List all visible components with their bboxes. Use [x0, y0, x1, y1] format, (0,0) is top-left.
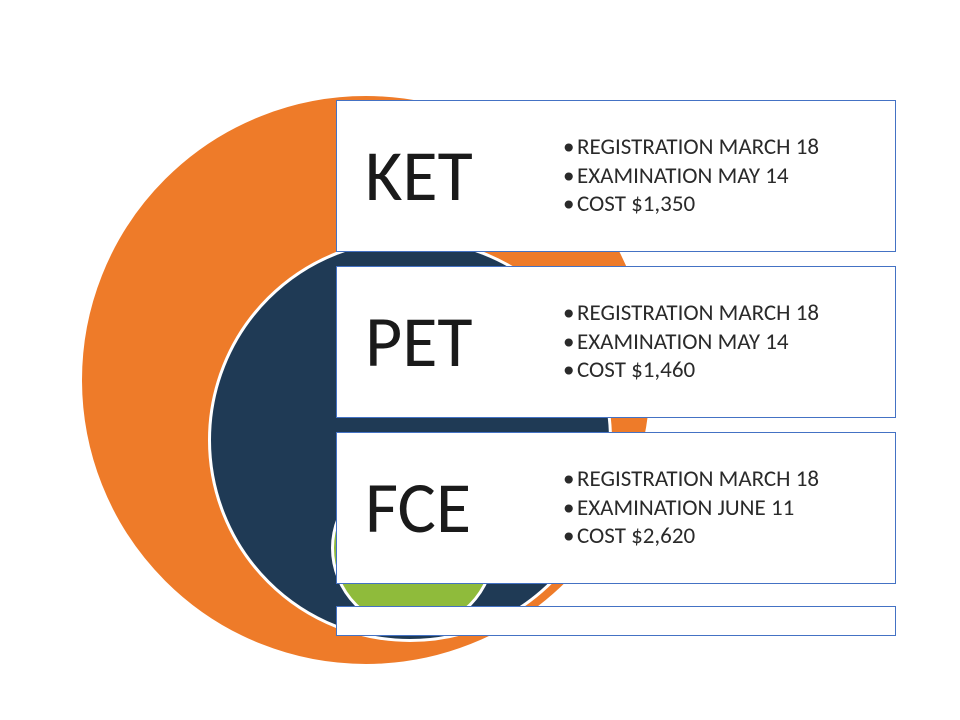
info-row-fce: FCE•REGISTRATION MARCH 18•EXAMINATION JU… [336, 432, 896, 584]
detail-item: •COST $2,620 [563, 522, 885, 551]
bullet-icon: • [563, 522, 577, 551]
detail-item: •REGISTRATION MARCH 18 [563, 465, 885, 494]
detail-text: COST $1,460 [577, 356, 885, 385]
bullet-icon: • [563, 133, 577, 162]
bullet-icon: • [563, 465, 577, 494]
detail-text: COST $2,620 [577, 522, 885, 551]
row-title: PET [337, 267, 557, 417]
bullet-icon: • [563, 328, 577, 357]
info-row-ket: KET•REGISTRATION MARCH 18•EXAMINATION MA… [336, 100, 896, 252]
detail-text: EXAMINATION JUNE 11 [577, 494, 885, 523]
detail-item: •REGISTRATION MARCH 18 [563, 299, 885, 328]
detail-item: •EXAMINATION JUNE 11 [563, 494, 885, 523]
row-details: •REGISTRATION MARCH 18•EXAMINATION JUNE … [557, 433, 895, 583]
detail-text: REGISTRATION MARCH 18 [577, 133, 885, 162]
detail-item: •REGISTRATION MARCH 18 [563, 133, 885, 162]
detail-text: REGISTRATION MARCH 18 [577, 299, 885, 328]
detail-item: •COST $1,460 [563, 356, 885, 385]
info-row-pet: PET•REGISTRATION MARCH 18•EXAMINATION MA… [336, 266, 896, 418]
row-details: •REGISTRATION MARCH 18•EXAMINATION MAY 1… [557, 267, 895, 417]
detail-text: EXAMINATION MAY 14 [577, 328, 885, 357]
bullet-icon: • [563, 162, 577, 191]
info-rows: KET•REGISTRATION MARCH 18•EXAMINATION MA… [336, 100, 896, 598]
bullet-icon: • [563, 190, 577, 219]
detail-text: EXAMINATION MAY 14 [577, 162, 885, 191]
detail-text: REGISTRATION MARCH 18 [577, 465, 885, 494]
diagram-canvas: KET•REGISTRATION MARCH 18•EXAMINATION MA… [0, 0, 960, 720]
empty-row [336, 606, 896, 636]
row-title: KET [337, 101, 557, 251]
detail-item: •EXAMINATION MAY 14 [563, 328, 885, 357]
detail-item: •COST $1,350 [563, 190, 885, 219]
detail-item: •EXAMINATION MAY 14 [563, 162, 885, 191]
bullet-icon: • [563, 356, 577, 385]
bullet-icon: • [563, 494, 577, 523]
detail-text: COST $1,350 [577, 190, 885, 219]
row-details: •REGISTRATION MARCH 18•EXAMINATION MAY 1… [557, 101, 895, 251]
bullet-icon: • [563, 299, 577, 328]
row-title: FCE [337, 433, 557, 583]
